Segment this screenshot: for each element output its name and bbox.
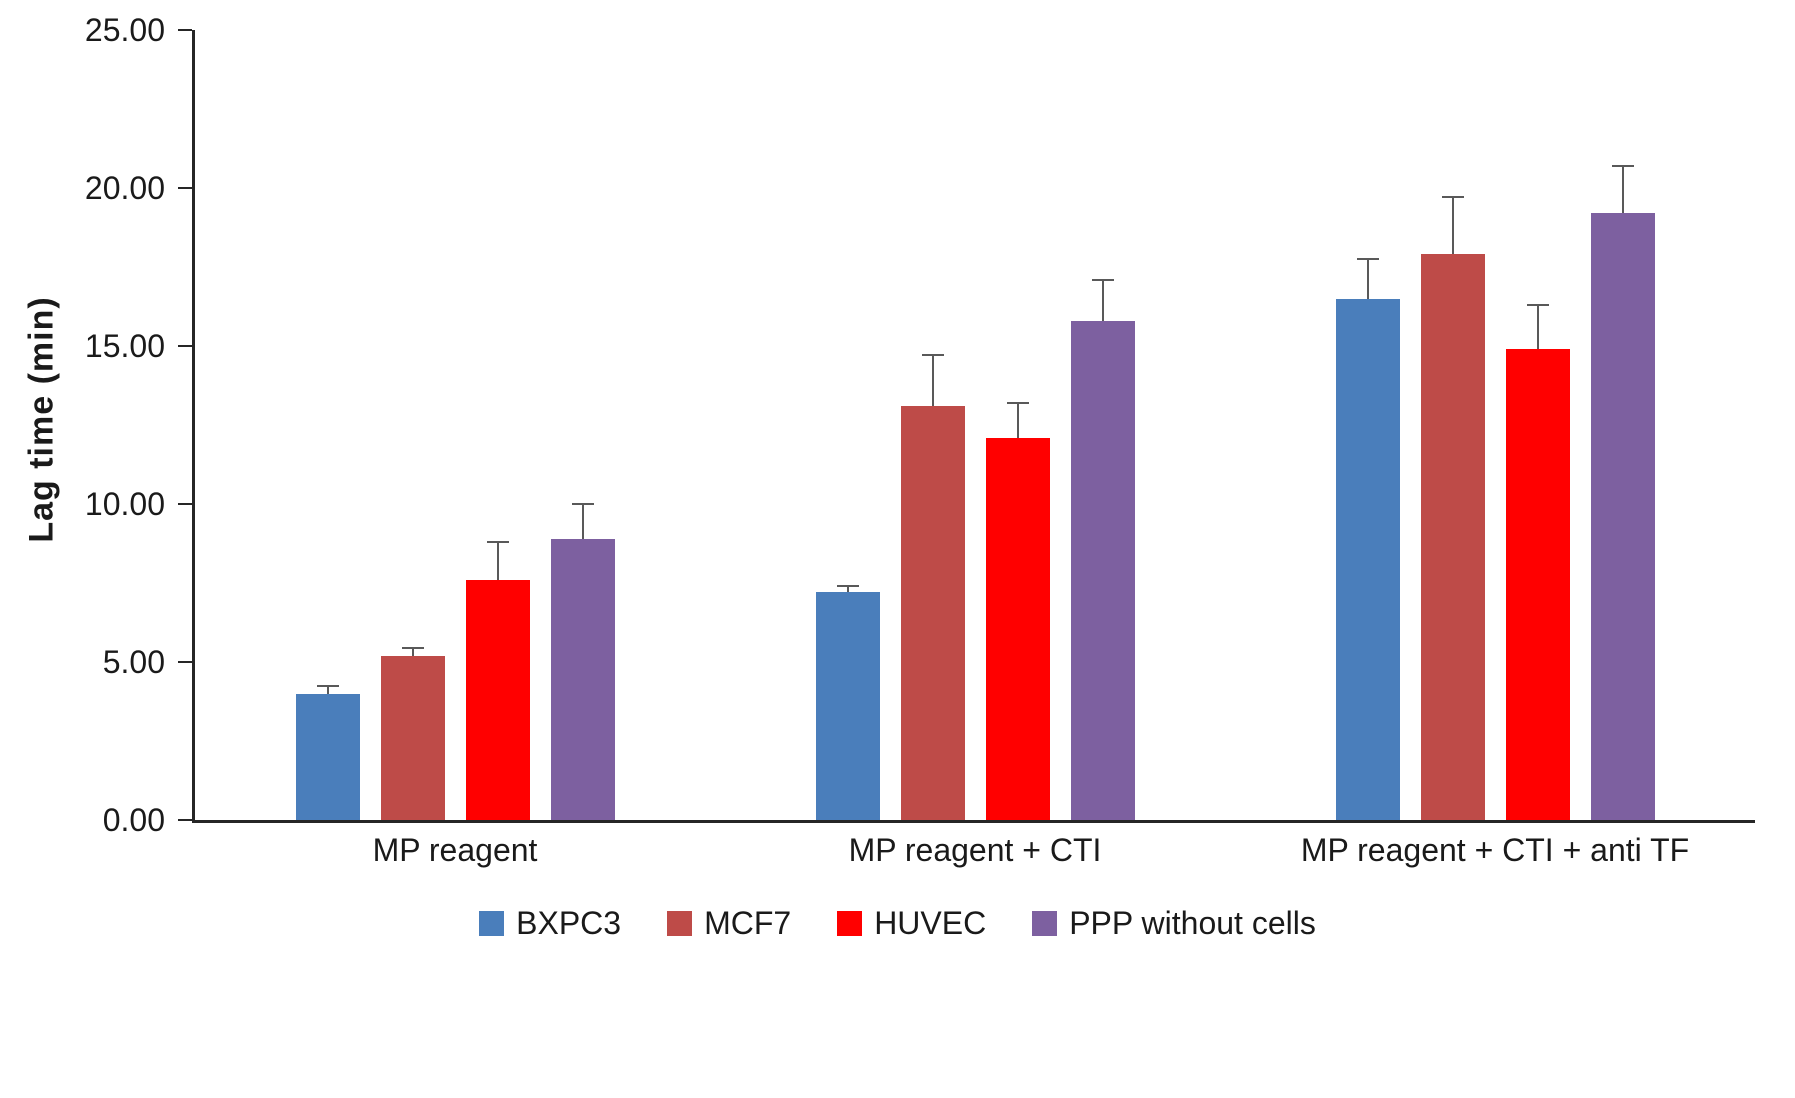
legend-item-mcf7: MCF7: [667, 905, 791, 942]
error-bar-cap: [1091, 278, 1114, 281]
error-bar-cap: [486, 540, 509, 543]
legend-item-bxpc3: BXPC3: [479, 905, 621, 942]
x-axis-category-label: MP reagent + CTI + anti TF: [1300, 832, 1690, 868]
error-bar: [1101, 279, 1104, 321]
error-bar: [1621, 165, 1624, 214]
bar-mcf7: [380, 655, 445, 820]
error-bar: [1016, 402, 1019, 438]
error-bar: [931, 355, 934, 407]
y-axis-tick-label: 5.00: [102, 644, 165, 680]
bar-ppp-without-cells: [1070, 320, 1135, 820]
y-axis-tick: [178, 187, 192, 189]
legend-label: HUVEC: [874, 905, 987, 941]
plot-area: 0.00 5.00 10.00 15.00 20.00 25.00 MP reagent MP…: [85, 13, 1755, 868]
legend-item-huvec: HUVEC: [837, 905, 986, 942]
error-bar-cap: [401, 646, 424, 649]
error-bar-cap: [1006, 401, 1029, 404]
bar-bxpc3: [815, 592, 880, 820]
y-axis-tick-label: 10.00: [84, 486, 165, 522]
y-axis-tick-label: 0.00: [102, 802, 165, 838]
y-axis-tick-label: 15.00: [84, 328, 165, 364]
bar-huvec: [1505, 349, 1570, 820]
error-bar-cap: [571, 503, 594, 505]
error-bar-cap: [1441, 196, 1464, 199]
y-axis-title: Lag time (min): [22, 296, 61, 543]
error-bar-cap: [836, 585, 859, 588]
error-bar: [411, 647, 414, 656]
bar-ppp-without-cells: [1590, 213, 1655, 820]
legend-label: PPP without cells: [1069, 905, 1316, 941]
error-bar: [326, 685, 329, 694]
error-bar: [1366, 259, 1369, 299]
legend-label: BXPC3: [516, 905, 622, 941]
y-axis-tick: [178, 661, 192, 663]
y-axis-tick: [178, 819, 192, 821]
legend: BXPC3 MCF7 HUVEC PPP without cells: [0, 905, 1795, 942]
legend-swatch: [479, 911, 505, 936]
bar-bxpc3: [1335, 298, 1400, 820]
error-bar-cap: [1611, 164, 1634, 167]
error-bar: [1451, 197, 1454, 255]
bar-huvec: [985, 437, 1050, 820]
error-bar: [1536, 304, 1539, 350]
y-axis-tick: [178, 29, 192, 31]
x-axis-category-label: MP reagent: [372, 832, 538, 868]
legend-swatch: [1032, 911, 1058, 936]
x-axis-category-label: MP reagent + CTI: [848, 832, 1102, 868]
legend-label: MCF7: [704, 905, 792, 941]
error-bar: [581, 504, 584, 539]
error-bar: [846, 586, 849, 593]
error-bar-cap: [316, 684, 339, 687]
bar-ppp-without-cells: [550, 538, 615, 820]
y-axis-tick: [178, 345, 192, 347]
bar-mcf7: [1420, 254, 1485, 820]
legend-item-ppp-without-cells: PPP without cells: [1032, 905, 1316, 942]
y-axis-tick-label: 25.00: [84, 12, 165, 48]
bar-huvec: [465, 579, 530, 820]
bar-mcf7: [900, 406, 965, 820]
bar-bxpc3: [295, 693, 360, 820]
error-bar-cap: [1526, 303, 1549, 306]
y-axis-tick-label: 20.00: [84, 170, 165, 206]
y-axis-tick: [178, 503, 192, 505]
error-bar: [496, 541, 499, 580]
legend-swatch: [837, 911, 863, 936]
legend-swatch: [667, 911, 693, 936]
error-bar-cap: [921, 354, 944, 357]
error-bar-cap: [1356, 258, 1379, 261]
